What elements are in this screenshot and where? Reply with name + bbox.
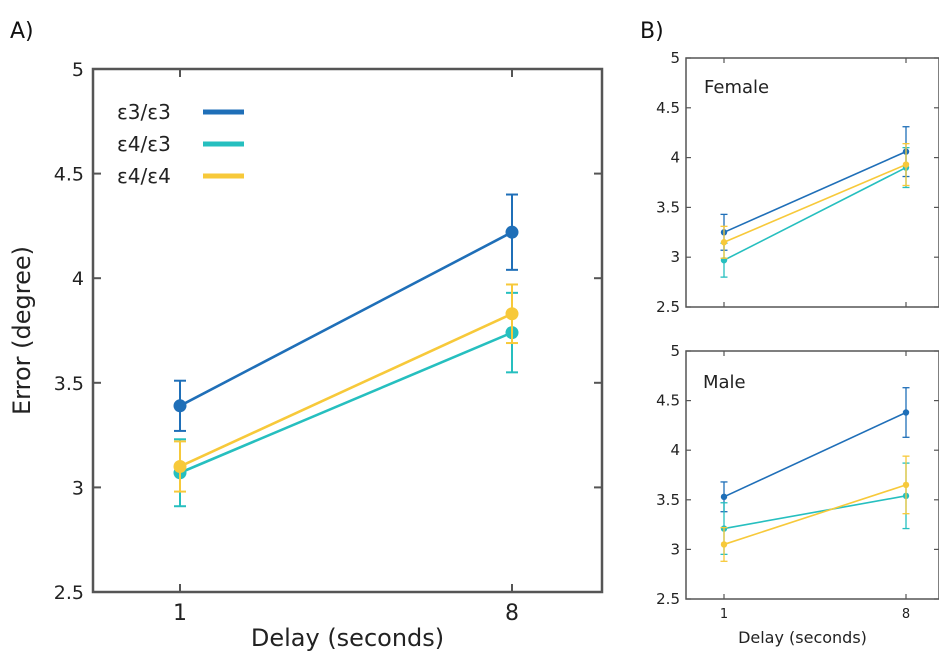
y-tick-label: 4 — [72, 268, 84, 290]
y-tick-label: 5 — [670, 342, 680, 360]
y-tick-label: 3 — [670, 540, 680, 558]
y-tick-label: 4.5 — [54, 164, 84, 186]
series-line-e4e3 — [723, 495, 907, 530]
subplot-title: Male — [703, 372, 746, 393]
series-line-4-3 — [179, 331, 513, 474]
y-tick-label: 2.5 — [656, 298, 680, 316]
y-tick-label: 3.5 — [656, 198, 680, 216]
x-tick-label: 8 — [505, 601, 519, 626]
y-tick-label: 3.5 — [656, 491, 680, 509]
y-tick-label: 4.5 — [656, 392, 680, 410]
data-point-e3e3 — [720, 493, 728, 501]
y-tick-label: 4.5 — [656, 99, 680, 117]
chart-b-male: 2.5 3 3.5 4 4.5 5 1 8 Delay (seconds) Male — [656, 342, 939, 647]
data-point-e4e4 — [902, 481, 910, 489]
y-tick-label: 5 — [72, 59, 84, 81]
data-point-4-4 — [173, 459, 187, 473]
series-line-e4e4 — [723, 484, 907, 546]
x-axis-label: Delay (seconds) — [251, 624, 444, 652]
series-line-e4e4 — [723, 163, 907, 243]
axis-frame — [685, 350, 939, 600]
panel-label-a: A) — [10, 19, 34, 44]
legend-label-3-3: ε3/ε3 — [117, 100, 171, 124]
chart-a: 2.5 3 3.5 4 4.5 5 1 8 Delay (seconds) Error (degr… — [8, 59, 604, 652]
series-line-e4e3 — [723, 166, 907, 261]
series-line-e3e3 — [723, 150, 907, 234]
x-tick-label: 1 — [173, 601, 187, 626]
x-axis-label: Delay (seconds) — [738, 628, 867, 647]
series-line-3-3 — [179, 231, 513, 407]
x-tick-label: 8 — [902, 607, 910, 622]
data-point-e3e3 — [902, 409, 910, 416]
y-tick-label: 4 — [670, 441, 680, 459]
subplot-title: Female — [704, 77, 769, 98]
chart-b-female: 2.5 3 3.5 4 4.5 5 Female — [656, 49, 939, 316]
y-tick-label: 5 — [670, 49, 680, 67]
series-line-e3e3 — [723, 411, 907, 498]
y-tick-label: 4 — [670, 149, 680, 167]
axis-frame — [91, 67, 604, 594]
y-tick-label: 2.5 — [656, 590, 680, 608]
data-point-e4e4 — [902, 161, 910, 168]
data-point-3-3 — [173, 399, 187, 413]
series-line-4-4 — [179, 312, 513, 468]
y-tick-label: 3.5 — [54, 373, 84, 395]
x-tick-label: 1 — [720, 607, 728, 622]
data-point-e4e4 — [720, 239, 728, 246]
axis-frame — [685, 57, 939, 308]
legend: ε3/ε3 ε4/ε3 ε4/ε4 — [117, 100, 244, 188]
y-axis-label: Error (degree) — [8, 246, 36, 415]
data-point-e4e4 — [720, 541, 728, 548]
legend-label-4-3: ε4/ε3 — [117, 132, 171, 156]
legend-label-4-4: ε4/ε4 — [117, 164, 171, 188]
y-tick-label: 3 — [72, 477, 84, 499]
y-tick-label: 3 — [670, 248, 680, 266]
y-tick-label: 2.5 — [54, 582, 84, 604]
data-point-4-4 — [505, 307, 519, 321]
data-point-3-3 — [505, 225, 519, 239]
panel-label-b: B) — [640, 19, 664, 44]
